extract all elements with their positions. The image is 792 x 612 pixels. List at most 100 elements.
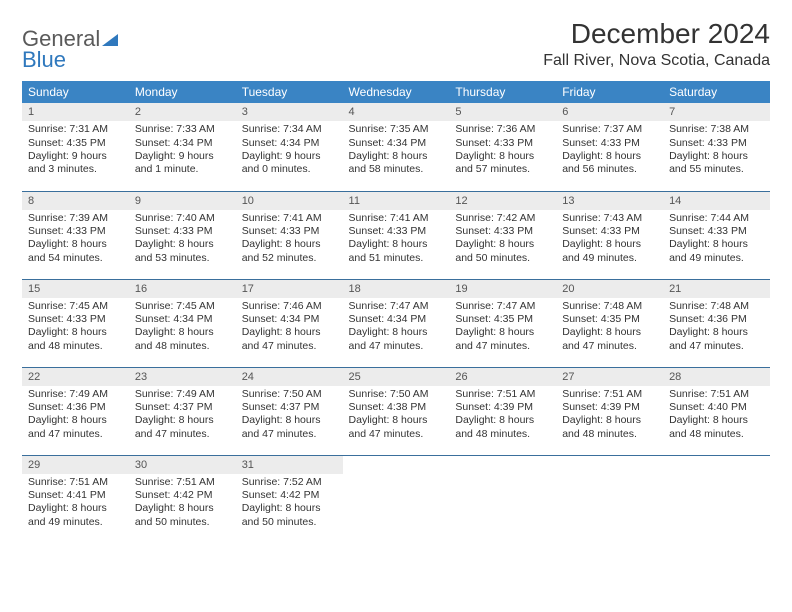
day-number: 30 — [129, 456, 236, 474]
day-number: 11 — [343, 192, 450, 210]
sunset-text: Sunset: 4:33 PM — [455, 225, 550, 238]
day-content: Sunrise: 7:50 AMSunset: 4:37 PMDaylight:… — [236, 386, 343, 446]
sunset-text: Sunset: 4:33 PM — [135, 225, 230, 238]
day-number: 23 — [129, 368, 236, 386]
day-number: 24 — [236, 368, 343, 386]
daylight-text: Daylight: 8 hours and 48 minutes. — [669, 414, 764, 441]
day-content: Sunrise: 7:46 AMSunset: 4:34 PMDaylight:… — [236, 298, 343, 358]
calendar-cell: 15Sunrise: 7:45 AMSunset: 4:33 PMDayligh… — [22, 279, 129, 367]
day-number: 26 — [449, 368, 556, 386]
calendar-cell: .. — [556, 455, 663, 543]
day-content: Sunrise: 7:42 AMSunset: 4:33 PMDaylight:… — [449, 210, 556, 270]
daylight-text: Daylight: 8 hours and 57 minutes. — [455, 150, 550, 177]
calendar-cell: 19Sunrise: 7:47 AMSunset: 4:35 PMDayligh… — [449, 279, 556, 367]
sunset-text: Sunset: 4:36 PM — [669, 313, 764, 326]
daylight-text: Daylight: 8 hours and 49 minutes. — [562, 238, 657, 265]
day-content: Sunrise: 7:48 AMSunset: 4:36 PMDaylight:… — [663, 298, 770, 358]
sunrise-text: Sunrise: 7:37 AM — [562, 123, 657, 136]
daylight-text: Daylight: 9 hours and 1 minute. — [135, 150, 230, 177]
day-number: 10 — [236, 192, 343, 210]
sunrise-text: Sunrise: 7:52 AM — [242, 476, 337, 489]
calendar-cell: 25Sunrise: 7:50 AMSunset: 4:38 PMDayligh… — [343, 367, 450, 455]
sunrise-text: Sunrise: 7:51 AM — [455, 388, 550, 401]
day-content: Sunrise: 7:48 AMSunset: 4:35 PMDaylight:… — [556, 298, 663, 358]
sunset-text: Sunset: 4:34 PM — [349, 313, 444, 326]
daylight-text: Daylight: 8 hours and 50 minutes. — [455, 238, 550, 265]
day-content: Sunrise: 7:40 AMSunset: 4:33 PMDaylight:… — [129, 210, 236, 270]
location-text: Fall River, Nova Scotia, Canada — [543, 52, 770, 70]
calendar-body: 1Sunrise: 7:31 AMSunset: 4:35 PMDaylight… — [22, 103, 770, 543]
day-header: Thursday — [449, 81, 556, 103]
sunset-text: Sunset: 4:35 PM — [28, 137, 123, 150]
sunrise-text: Sunrise: 7:38 AM — [669, 123, 764, 136]
sunrise-text: Sunrise: 7:41 AM — [242, 212, 337, 225]
sunset-text: Sunset: 4:33 PM — [242, 225, 337, 238]
day-number: 28 — [663, 368, 770, 386]
calendar-row: 15Sunrise: 7:45 AMSunset: 4:33 PMDayligh… — [22, 279, 770, 367]
sunset-text: Sunset: 4:36 PM — [28, 401, 123, 414]
day-content: Sunrise: 7:51 AMSunset: 4:42 PMDaylight:… — [129, 474, 236, 534]
sunset-text: Sunset: 4:33 PM — [455, 137, 550, 150]
day-content: Sunrise: 7:51 AMSunset: 4:39 PMDaylight:… — [556, 386, 663, 446]
sunset-text: Sunset: 4:34 PM — [349, 137, 444, 150]
day-number: 8 — [22, 192, 129, 210]
sunrise-text: Sunrise: 7:45 AM — [28, 300, 123, 313]
day-header: Friday — [556, 81, 663, 103]
day-content: Sunrise: 7:31 AMSunset: 4:35 PMDaylight:… — [22, 121, 129, 181]
sunset-text: Sunset: 4:35 PM — [455, 313, 550, 326]
calendar-row: 1Sunrise: 7:31 AMSunset: 4:35 PMDaylight… — [22, 103, 770, 191]
calendar-cell: 22Sunrise: 7:49 AMSunset: 4:36 PMDayligh… — [22, 367, 129, 455]
calendar-cell: 23Sunrise: 7:49 AMSunset: 4:37 PMDayligh… — [129, 367, 236, 455]
day-content: Sunrise: 7:51 AMSunset: 4:40 PMDaylight:… — [663, 386, 770, 446]
calendar-cell: 13Sunrise: 7:43 AMSunset: 4:33 PMDayligh… — [556, 191, 663, 279]
day-number: 3 — [236, 103, 343, 121]
day-header: Monday — [129, 81, 236, 103]
day-content: Sunrise: 7:51 AMSunset: 4:41 PMDaylight:… — [22, 474, 129, 534]
daylight-text: Daylight: 8 hours and 48 minutes. — [455, 414, 550, 441]
calendar-cell: 30Sunrise: 7:51 AMSunset: 4:42 PMDayligh… — [129, 455, 236, 543]
sunrise-text: Sunrise: 7:51 AM — [562, 388, 657, 401]
day-number: 15 — [22, 280, 129, 298]
day-header: Wednesday — [343, 81, 450, 103]
sunset-text: Sunset: 4:38 PM — [349, 401, 444, 414]
logo-triangle-icon — [102, 33, 118, 51]
day-number: 4 — [343, 103, 450, 121]
day-content: Sunrise: 7:50 AMSunset: 4:38 PMDaylight:… — [343, 386, 450, 446]
page-title: December 2024 — [543, 18, 770, 50]
sunrise-text: Sunrise: 7:51 AM — [135, 476, 230, 489]
day-number: 19 — [449, 280, 556, 298]
daylight-text: Daylight: 8 hours and 48 minutes. — [135, 326, 230, 353]
sunset-text: Sunset: 4:33 PM — [562, 137, 657, 150]
day-content: Sunrise: 7:47 AMSunset: 4:35 PMDaylight:… — [449, 298, 556, 358]
day-content: Sunrise: 7:51 AMSunset: 4:39 PMDaylight:… — [449, 386, 556, 446]
day-content: Sunrise: 7:44 AMSunset: 4:33 PMDaylight:… — [663, 210, 770, 270]
daylight-text: Daylight: 8 hours and 48 minutes. — [28, 326, 123, 353]
day-number: 7 — [663, 103, 770, 121]
daylight-text: Daylight: 8 hours and 47 minutes. — [242, 414, 337, 441]
sunrise-text: Sunrise: 7:36 AM — [455, 123, 550, 136]
day-content: Sunrise: 7:45 AMSunset: 4:34 PMDaylight:… — [129, 298, 236, 358]
day-content: Sunrise: 7:38 AMSunset: 4:33 PMDaylight:… — [663, 121, 770, 181]
calendar-cell: .. — [663, 455, 770, 543]
daylight-text: Daylight: 8 hours and 49 minutes. — [669, 238, 764, 265]
daylight-text: Daylight: 9 hours and 0 minutes. — [242, 150, 337, 177]
daylight-text: Daylight: 8 hours and 50 minutes. — [135, 502, 230, 529]
day-number: 20 — [556, 280, 663, 298]
daylight-text: Daylight: 8 hours and 52 minutes. — [242, 238, 337, 265]
calendar-cell: 11Sunrise: 7:41 AMSunset: 4:33 PMDayligh… — [343, 191, 450, 279]
sunset-text: Sunset: 4:42 PM — [242, 489, 337, 502]
sunrise-text: Sunrise: 7:47 AM — [455, 300, 550, 313]
daylight-text: Daylight: 8 hours and 54 minutes. — [28, 238, 123, 265]
daylight-text: Daylight: 8 hours and 47 minutes. — [349, 414, 444, 441]
sunset-text: Sunset: 4:34 PM — [135, 137, 230, 150]
sunrise-text: Sunrise: 7:51 AM — [28, 476, 123, 489]
calendar-cell: 12Sunrise: 7:42 AMSunset: 4:33 PMDayligh… — [449, 191, 556, 279]
calendar-cell: 17Sunrise: 7:46 AMSunset: 4:34 PMDayligh… — [236, 279, 343, 367]
title-block: December 2024 Fall River, Nova Scotia, C… — [543, 18, 770, 70]
day-content: Sunrise: 7:35 AMSunset: 4:34 PMDaylight:… — [343, 121, 450, 181]
day-number: 25 — [343, 368, 450, 386]
daylight-text: Daylight: 8 hours and 47 minutes. — [455, 326, 550, 353]
day-content: Sunrise: 7:41 AMSunset: 4:33 PMDaylight:… — [343, 210, 450, 270]
day-header-row: SundayMondayTuesdayWednesdayThursdayFrid… — [22, 81, 770, 103]
day-number: 29 — [22, 456, 129, 474]
